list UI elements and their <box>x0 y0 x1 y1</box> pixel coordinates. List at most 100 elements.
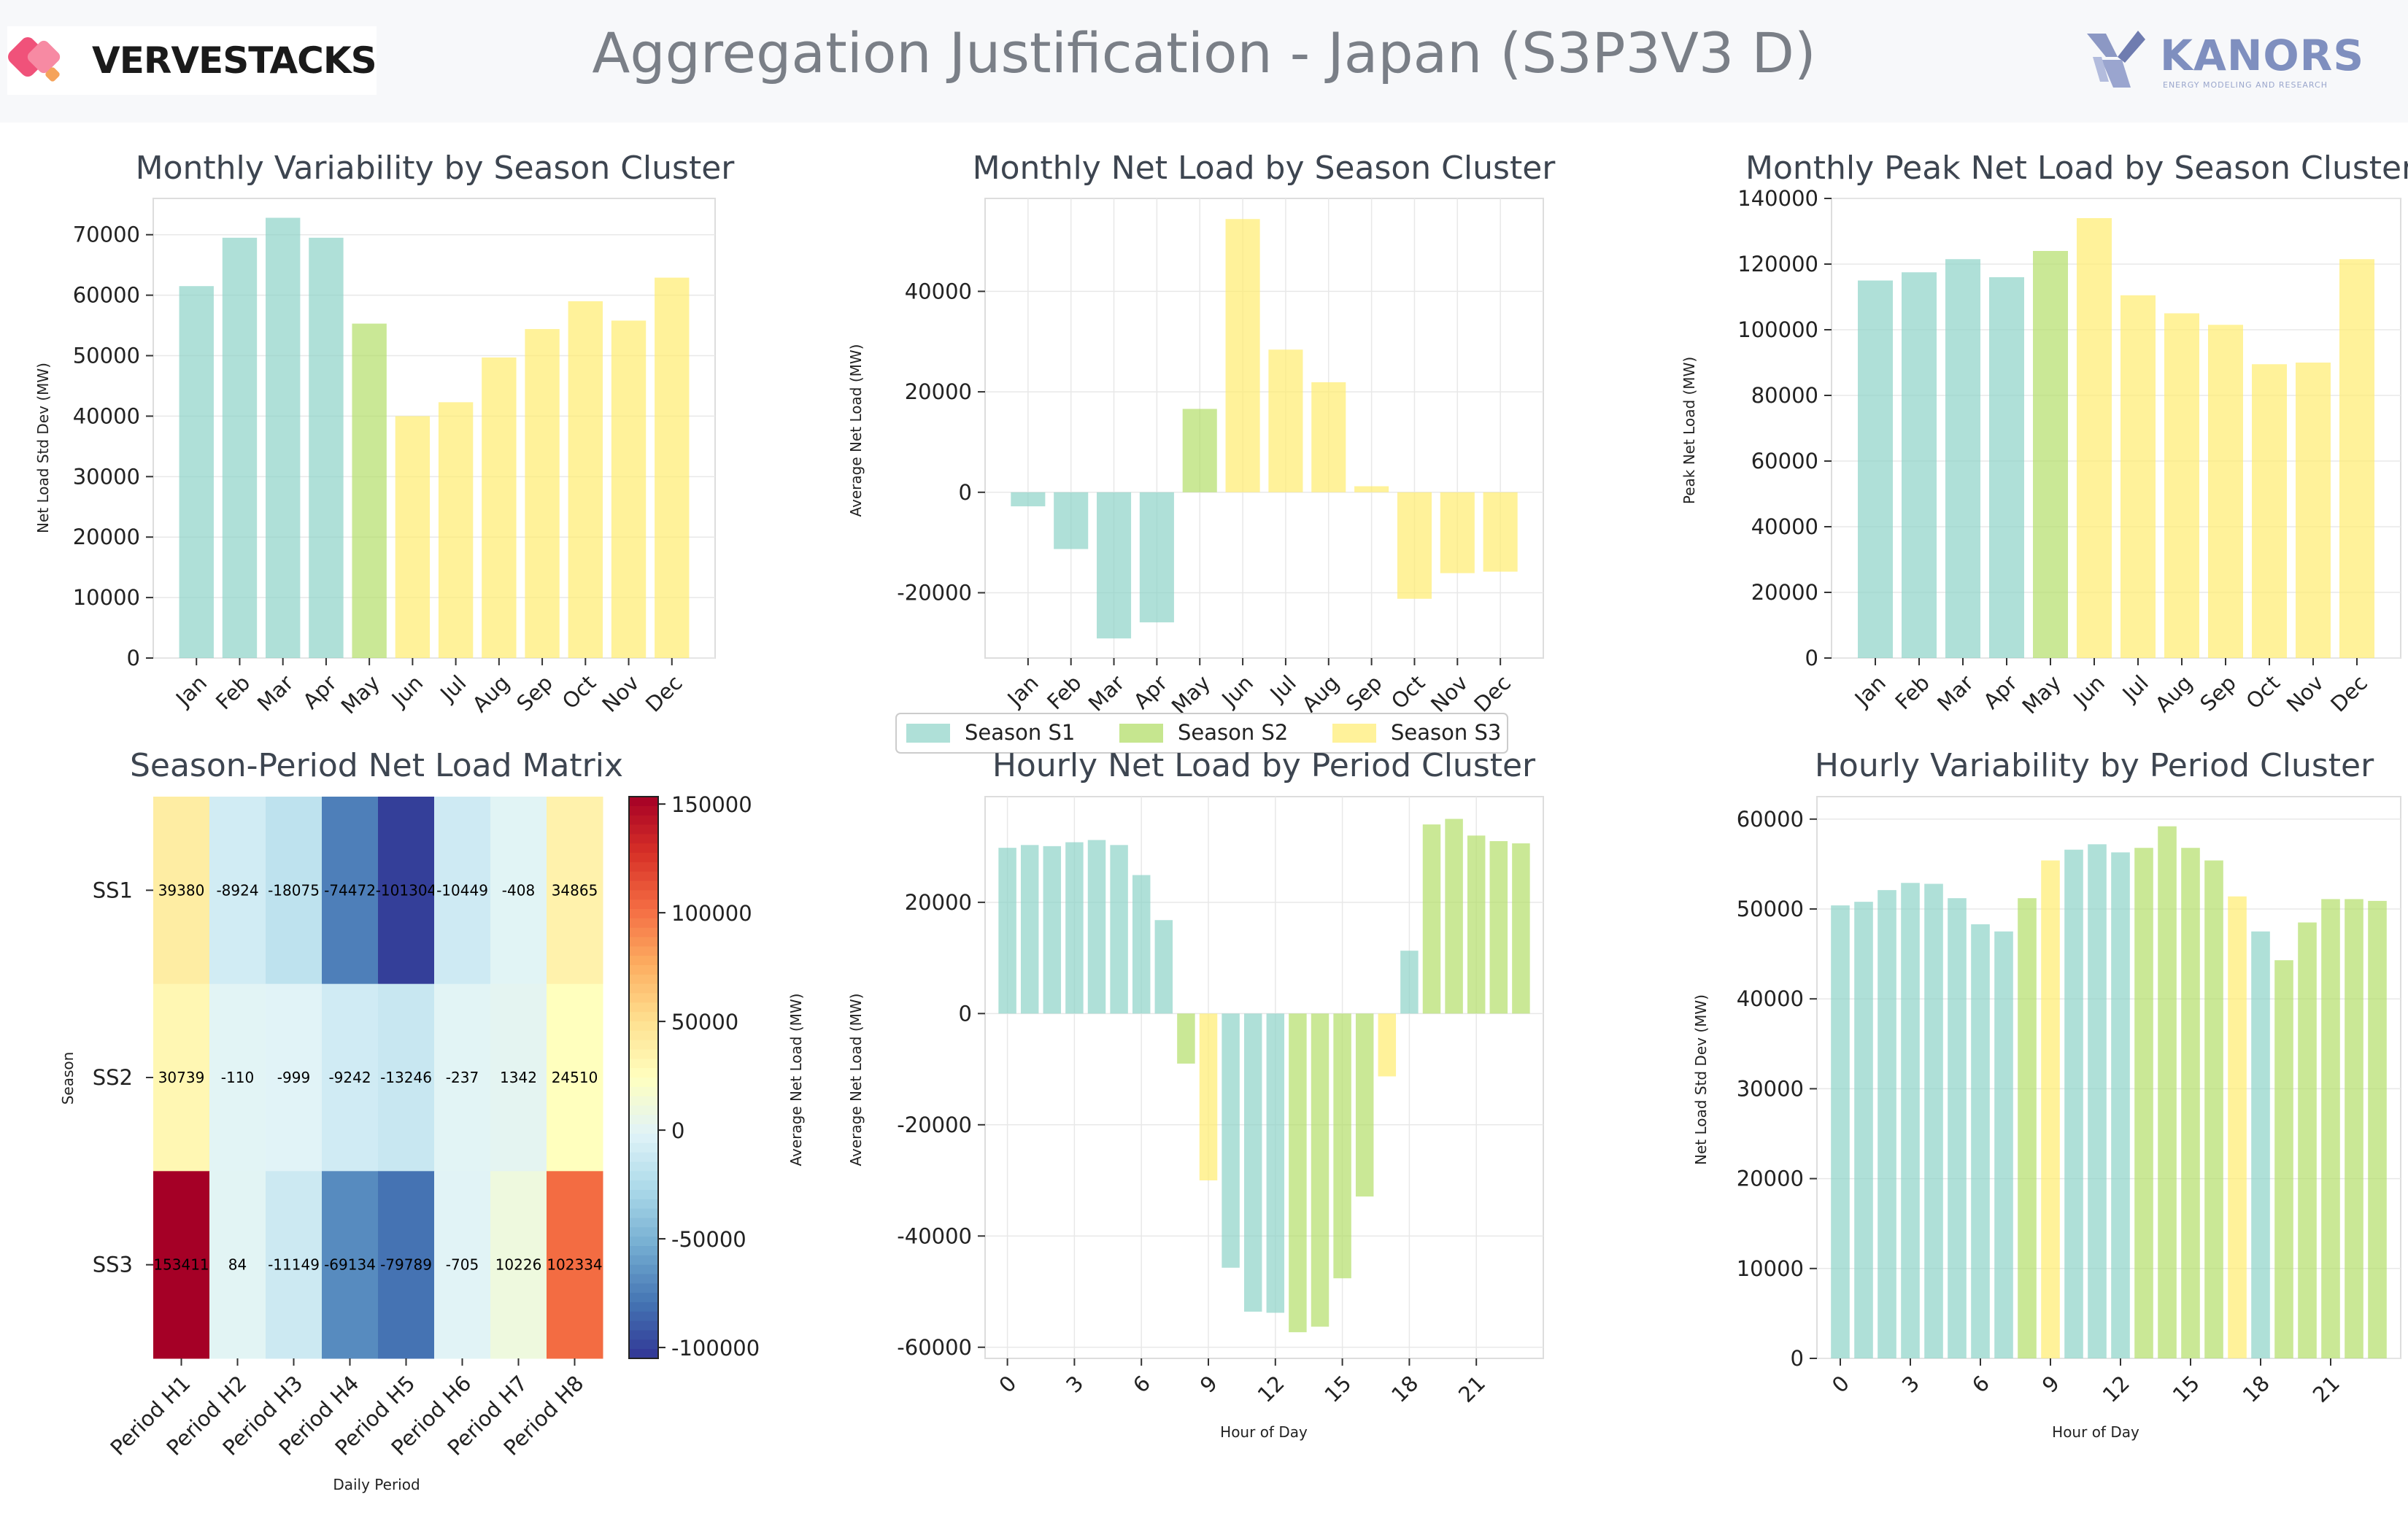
bar-hour-3 <box>1901 883 1920 1358</box>
tick-label-y: 0 <box>959 1001 972 1026</box>
heatmap-cell <box>547 1171 603 1359</box>
heatmap-cell <box>490 1171 547 1359</box>
chart-hourly-variability: 0 10000 20000 30000 40000 50000 60000 0 3 6 9 12 15 1… <box>1737 796 2401 1407</box>
bar-hour-10 <box>2064 849 2083 1358</box>
tick-label-x: Sep <box>512 670 557 716</box>
heatmap-cell <box>322 797 379 985</box>
bar-mar <box>266 217 301 658</box>
tick-label-x: 6 <box>1128 1371 1155 1398</box>
tick-label-y: 20000 <box>905 379 972 404</box>
colorbar-segment <box>629 1311 658 1322</box>
bar-hour-2 <box>1878 890 1896 1358</box>
colorbar-segment <box>629 834 658 844</box>
colorbar-segment <box>629 1218 658 1228</box>
legend: Season S1 Season S2 Season S3 <box>895 713 1508 754</box>
tick-label-y: 0 <box>1805 646 1818 670</box>
heatmap-cell <box>378 797 435 985</box>
colorbar-segment <box>629 1330 658 1340</box>
tick-label-x: 18 <box>2238 1371 2274 1407</box>
xlabel-hourly-variability: Hour of Day <box>2052 1423 2139 1441</box>
colorbar-segment <box>629 1180 658 1191</box>
tick-label-x: 0 <box>994 1371 1021 1398</box>
tick-label-y: -60000 <box>897 1335 972 1360</box>
legend-swatch-s1 <box>906 724 950 743</box>
heatmap-cell <box>153 983 210 1172</box>
bar-jun <box>395 416 431 658</box>
colorbar-segment <box>629 1040 658 1051</box>
tick-label-y: 10000 <box>1737 1256 1804 1281</box>
tick-label-y: 20000 <box>1737 1167 1804 1191</box>
tick-label-x: Oct <box>557 670 601 714</box>
heatmap-cell-value: 1342 <box>500 1069 537 1086</box>
bar-sep <box>1354 486 1389 492</box>
tick-label-y: 10000 <box>73 585 140 610</box>
colorbar-segment <box>629 1320 658 1331</box>
colorbar-segment <box>629 900 658 910</box>
bar-hour-17 <box>1378 1013 1397 1077</box>
legend-label-s1: Season S1 <box>965 720 1075 745</box>
tick-label-y: 140000 <box>1737 186 1818 211</box>
bar-may <box>1182 409 1217 492</box>
colorbar-segment <box>629 1190 658 1200</box>
colorbar-segment <box>629 1349 658 1359</box>
heatmap-cell <box>322 1171 379 1359</box>
colorbar-segment <box>629 1086 658 1097</box>
tick-label-x: Nov <box>2282 670 2328 717</box>
bar-hour-13 <box>1289 1013 1307 1333</box>
heatmap-cell <box>547 797 603 985</box>
heatmap-cell-value: 39380 <box>158 881 205 899</box>
colorbar-segment <box>629 937 658 947</box>
bar-jan <box>1858 280 1893 658</box>
tick-label-y: 40000 <box>1751 514 1818 539</box>
bar-hour-9 <box>1199 1013 1218 1181</box>
tick-label-y: 0 <box>127 646 140 670</box>
bar-hour-22 <box>1489 840 1508 1014</box>
tick-label-x: Jun <box>386 670 428 712</box>
bar-hour-23 <box>2368 900 2387 1358</box>
bar-nov <box>1440 492 1475 573</box>
colorbar-segment <box>629 1161 658 1172</box>
vervestacks-logo: VERVESTACKS <box>7 26 377 95</box>
bar-hour-23 <box>1512 843 1530 1014</box>
heatmap-cell-value: -74472 <box>324 881 376 899</box>
colorbar-label: Average Net Load (MW) <box>787 994 805 1167</box>
heatmap-cell-value: 24510 <box>552 1069 598 1086</box>
tick-label-y: 60000 <box>73 283 140 308</box>
colorbar-frame <box>628 796 659 1359</box>
heatmap-cell <box>266 797 323 985</box>
bar-dec <box>655 277 690 658</box>
bar-oct <box>568 301 603 658</box>
heatmap-cell-value: -13246 <box>380 1069 432 1086</box>
bar-hour-6 <box>1971 924 1990 1358</box>
tick-label-x: 9 <box>2037 1371 2064 1398</box>
vervestacks-logo-icon <box>8 37 61 82</box>
heatmap-cell-value: -110 <box>221 1069 254 1086</box>
bar-jun <box>1225 219 1260 492</box>
heatmap-cell-value: 153411 <box>153 1256 209 1274</box>
bar-hour-14 <box>2158 826 2177 1358</box>
colorbar-segment <box>629 1142 658 1153</box>
colorbar-tick-label: -100000 <box>671 1336 760 1361</box>
heatmap-cell-value: -999 <box>277 1069 310 1086</box>
colorbar-segment <box>629 1152 658 1163</box>
heatmap-cell <box>153 1171 210 1359</box>
tick-label-x: Jun <box>1216 670 1258 712</box>
chart-monthly-variability: 0 10000 20000 30000 40000 50000 60000 70000 JanF… <box>73 198 716 719</box>
colorbar-segment <box>629 1302 658 1312</box>
heatmap-cell-value: 30739 <box>158 1069 205 1086</box>
bar-oct <box>1397 492 1432 599</box>
bar-hour-14 <box>1311 1013 1330 1327</box>
chart-monthly-peak: 0 20000 40000 60000 80000 100000 120000 140000 J… <box>1737 186 2401 719</box>
bar-hour-21 <box>1467 835 1486 1014</box>
tick-label-y: -20000 <box>897 580 972 605</box>
tick-label-x: Nov <box>1426 670 1473 717</box>
tick-label-x: 21 <box>1454 1371 1490 1407</box>
bar-hour-21 <box>2321 899 2340 1358</box>
tick-label-x: Jul <box>434 670 471 707</box>
colorbar-segment <box>629 1255 658 1266</box>
tick-label-x: Nov <box>597 670 644 717</box>
bar-mar <box>1945 259 1980 658</box>
heatmap-cell-value: -408 <box>502 881 535 899</box>
